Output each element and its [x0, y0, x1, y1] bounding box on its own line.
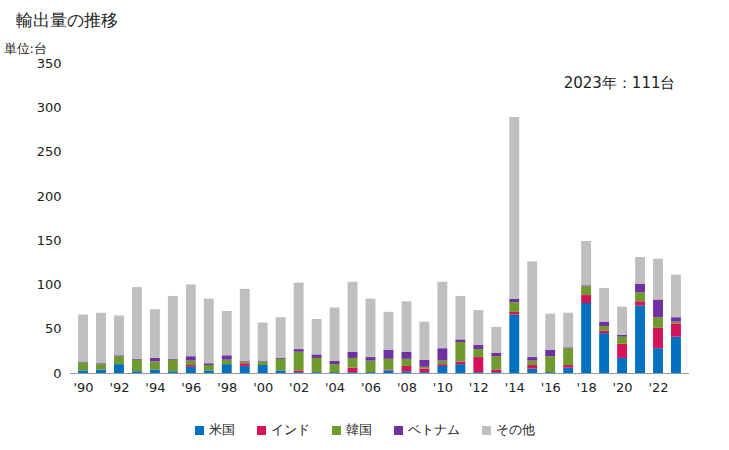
svg-text:'10: '10 — [433, 380, 453, 395]
svg-text:250: 250 — [37, 144, 62, 159]
svg-text:'08: '08 — [397, 380, 417, 395]
svg-text:150: 150 — [37, 233, 62, 248]
svg-text:'06: '06 — [361, 380, 381, 395]
html-text:米国: 米国 — [208, 422, 235, 437]
svg-text:'18: '18 — [577, 380, 597, 395]
svg-text:200: 200 — [37, 189, 62, 204]
svg-text:単位:台: 単位:台 — [4, 41, 47, 56]
html-text:インド: インド — [270, 422, 310, 437]
svg-text:50: 50 — [45, 321, 62, 336]
html-text:韓国: 韓国 — [345, 422, 372, 437]
html-text:ベトナム: ベトナム — [407, 422, 460, 437]
svg-text:'12: '12 — [469, 380, 489, 395]
svg-text:'98: '98 — [217, 380, 237, 395]
svg-text:0: 0 — [53, 366, 61, 381]
svg-text:'90: '90 — [73, 380, 93, 395]
svg-text:2023年：111台: 2023年：111台 — [564, 74, 676, 92]
svg-text:'00: '00 — [253, 380, 273, 395]
html-text:その他: その他 — [495, 422, 535, 437]
svg-text:100: 100 — [37, 277, 62, 292]
svg-text:'14: '14 — [505, 380, 525, 395]
svg-text:350: 350 — [37, 56, 62, 71]
svg-text:'22: '22 — [648, 380, 668, 395]
svg-text:'16: '16 — [541, 380, 561, 395]
svg-text:'02: '02 — [289, 380, 309, 395]
svg-text:'92: '92 — [109, 380, 129, 395]
svg-text:'96: '96 — [181, 380, 201, 395]
html-text:輸出量の推移: 輸出量の推移 — [16, 10, 118, 30]
svg-text:'94: '94 — [145, 380, 165, 395]
svg-text:'04: '04 — [325, 380, 345, 395]
svg-text:'20: '20 — [613, 380, 633, 395]
svg-text:300: 300 — [37, 100, 62, 115]
